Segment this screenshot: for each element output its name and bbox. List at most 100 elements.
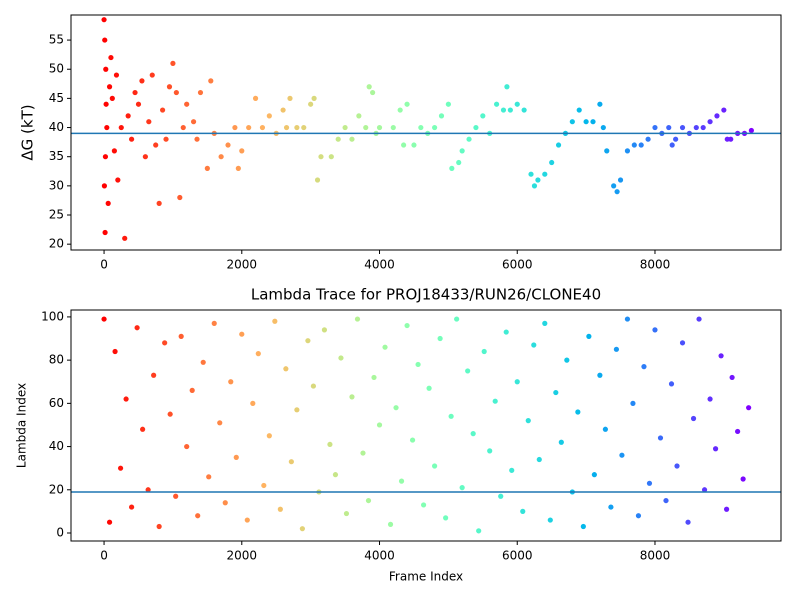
- point: [387, 521, 394, 527]
- point: [283, 366, 289, 372]
- y-tick-label: 40: [49, 120, 64, 134]
- point: [569, 119, 575, 125]
- point: [190, 119, 197, 125]
- x-axis-label: Frame Index: [389, 570, 463, 584]
- x-tick-label: 8000: [640, 258, 671, 272]
- point: [356, 113, 362, 119]
- point: [624, 148, 631, 154]
- point: [693, 124, 699, 131]
- point: [614, 189, 620, 195]
- point: [514, 101, 520, 107]
- point: [600, 124, 606, 131]
- point: [714, 113, 720, 119]
- point: [493, 101, 500, 107]
- point: [542, 320, 548, 326]
- point: [597, 101, 603, 107]
- point: [149, 72, 155, 78]
- point: [117, 465, 124, 471]
- point: [459, 148, 465, 154]
- point: [366, 84, 372, 90]
- point: [746, 405, 752, 411]
- point: [156, 200, 162, 206]
- y-tick-label: 20: [49, 237, 64, 251]
- point: [536, 456, 542, 463]
- point: [123, 396, 129, 402]
- point: [266, 433, 272, 439]
- point: [338, 355, 344, 361]
- point: [728, 136, 734, 142]
- point: [103, 66, 109, 72]
- point: [105, 200, 111, 206]
- y-tick-label: 35: [49, 149, 64, 163]
- point: [631, 142, 637, 148]
- point: [200, 359, 206, 365]
- point: [553, 389, 559, 396]
- point: [106, 84, 113, 90]
- point: [184, 443, 190, 450]
- point: [376, 124, 383, 131]
- point: [696, 316, 702, 322]
- point: [142, 154, 148, 160]
- point: [668, 381, 675, 387]
- point: [311, 95, 317, 101]
- point: [586, 333, 592, 339]
- point: [608, 504, 614, 510]
- point: [228, 379, 234, 385]
- point: [115, 177, 121, 183]
- point: [283, 124, 290, 131]
- point: [371, 374, 377, 381]
- point: [222, 500, 228, 506]
- point: [349, 136, 355, 142]
- point: [194, 136, 200, 142]
- point: [259, 124, 266, 131]
- point: [139, 78, 145, 84]
- point: [420, 502, 427, 508]
- point: [418, 124, 424, 131]
- point: [438, 113, 445, 119]
- point: [102, 229, 108, 236]
- point: [411, 142, 417, 148]
- point: [178, 333, 184, 339]
- point: [666, 124, 672, 131]
- y-tick-label: 55: [49, 33, 64, 47]
- point: [195, 513, 201, 519]
- point: [480, 113, 486, 119]
- point: [382, 344, 388, 350]
- point: [404, 101, 410, 107]
- point: [521, 107, 527, 113]
- chart-title: Lambda Trace for PROJ18433/RUN26/CLONE40: [251, 286, 601, 304]
- point: [718, 353, 724, 359]
- point: [721, 107, 727, 113]
- point: [288, 459, 294, 465]
- point: [318, 154, 324, 160]
- point: [102, 37, 108, 43]
- point: [328, 154, 334, 160]
- point: [287, 95, 293, 101]
- point: [217, 420, 223, 426]
- x-tick-label: 0: [100, 549, 108, 563]
- point: [239, 148, 245, 154]
- y-tick-label: 0: [56, 526, 64, 540]
- point: [466, 136, 472, 142]
- point: [189, 387, 195, 393]
- point: [118, 124, 124, 131]
- point: [514, 379, 520, 385]
- point: [184, 101, 190, 107]
- point: [146, 119, 152, 125]
- point: [707, 396, 713, 402]
- point: [712, 446, 719, 452]
- y-tick-label: 50: [49, 62, 64, 76]
- point: [342, 124, 348, 131]
- y-tick-label: 20: [49, 482, 64, 496]
- point: [308, 101, 314, 107]
- point: [255, 351, 261, 357]
- point: [111, 148, 117, 154]
- point: [145, 487, 151, 493]
- point: [685, 519, 691, 525]
- point: [591, 472, 597, 478]
- point: [657, 435, 664, 441]
- point: [113, 72, 120, 78]
- point: [465, 368, 471, 374]
- point: [580, 523, 586, 530]
- point: [528, 171, 534, 177]
